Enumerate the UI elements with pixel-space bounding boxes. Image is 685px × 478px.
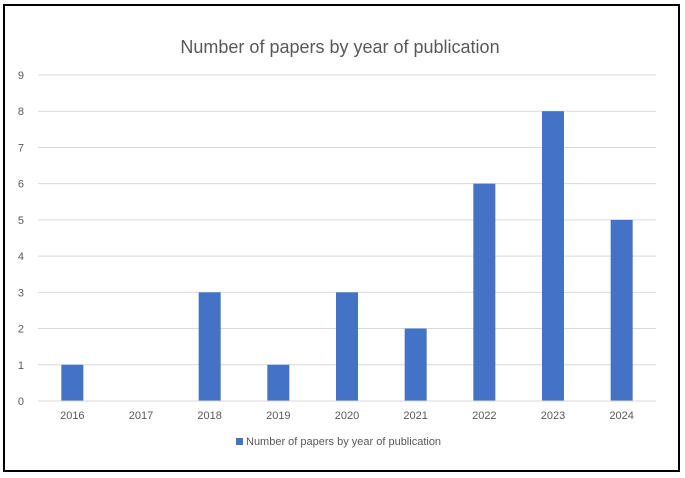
x-tick-label-2018: 2018 bbox=[197, 410, 221, 422]
y-tick-label-0: 0 bbox=[18, 396, 24, 408]
y-tick-label-8: 8 bbox=[18, 106, 24, 118]
x-tick-label-2020: 2020 bbox=[335, 410, 359, 422]
x-tick-label-2022: 2022 bbox=[472, 410, 496, 422]
bar-2016 bbox=[61, 364, 84, 401]
x-tick-label-2021: 2021 bbox=[403, 410, 427, 422]
legend-label: Number of papers by year of publication bbox=[246, 436, 441, 448]
bar-2023 bbox=[542, 111, 564, 401]
x-tick-label-2024: 2024 bbox=[609, 410, 633, 422]
y-tick-label-1: 1 bbox=[18, 360, 24, 372]
bars bbox=[61, 111, 633, 401]
bar-2022 bbox=[473, 183, 496, 401]
x-axis-ticks: 2016 2017 2018 2019 2020 2021 2022 2023 2024 bbox=[60, 410, 634, 422]
bar-2020 bbox=[336, 292, 358, 401]
chart-title: Number of papers by year of publication bbox=[180, 37, 499, 57]
legend-swatch bbox=[236, 438, 243, 445]
x-tick-label-2017: 2017 bbox=[129, 410, 153, 422]
y-tick-label-5: 5 bbox=[18, 215, 24, 227]
y-tick-label-3: 3 bbox=[18, 287, 24, 299]
x-tick-label-2019: 2019 bbox=[266, 410, 290, 422]
y-axis-ticks: 0 1 2 3 4 5 6 7 8 9 bbox=[18, 70, 24, 408]
y-tick-label-4: 4 bbox=[18, 251, 24, 263]
x-tick-label-2023: 2023 bbox=[541, 410, 565, 422]
legend: Number of papers by year of publication bbox=[236, 436, 441, 448]
y-tick-label-9: 9 bbox=[18, 70, 24, 82]
bar-2018 bbox=[198, 292, 221, 401]
bar-2019 bbox=[267, 364, 290, 401]
y-tick-label-2: 2 bbox=[18, 324, 24, 336]
x-tick-label-2016: 2016 bbox=[60, 410, 84, 422]
bar-2024 bbox=[610, 219, 633, 401]
bar-2021 bbox=[404, 328, 427, 401]
y-tick-label-6: 6 bbox=[18, 179, 24, 191]
y-tick-label-7: 7 bbox=[18, 142, 24, 154]
